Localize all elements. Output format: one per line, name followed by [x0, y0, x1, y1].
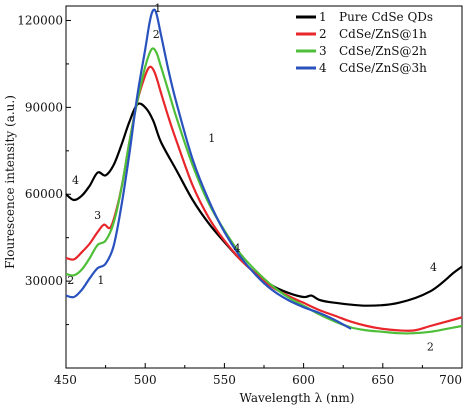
legend-label-2: CdSe/ZnS@1h [339, 27, 427, 41]
legend: 1 Pure CdSe QDs 2 CdSe/ZnS@1h 3 CdSe/ZnS@2h 4 C… [296, 10, 433, 75]
legend-marker-2: 2 [319, 27, 327, 41]
curve-number-label: 2 [427, 341, 434, 354]
curve-number-label: 4 [430, 261, 437, 274]
x-tick-label: 550 [213, 373, 236, 387]
x-tick-label: 600 [292, 373, 315, 387]
series-line-3 [66, 47, 462, 335]
legend-label-1: Pure CdSe QDs [339, 10, 433, 24]
series-layer [66, 8, 462, 335]
x-tick-label: 450 [54, 373, 77, 387]
legend-marker-3: 3 [319, 44, 327, 58]
y-tick-label: 60000 [25, 187, 63, 201]
y-axis-title: Flourescence intensity (a.u.) [3, 95, 17, 269]
y-tick-label: 90000 [25, 100, 63, 114]
series-line-4 [66, 8, 352, 330]
curve-number-label: 1 [154, 2, 161, 15]
curve-number-label: 1 [97, 274, 104, 287]
legend-marker-4: 4 [319, 61, 327, 75]
curve-number-label: 2 [67, 274, 74, 287]
curve-label-layer: 1 2 1 4 3 4 2 1 4 2 [67, 2, 437, 354]
y-tick-label: 120000 [17, 13, 63, 27]
legend-marker-1: 1 [319, 10, 327, 24]
y-tick-label: 30000 [25, 274, 63, 288]
legend-label-4: CdSe/ZnS@3h [339, 61, 427, 75]
series-line-2 [66, 65, 462, 332]
curve-number-label: 4 [234, 242, 241, 255]
curve-number-label: 4 [72, 174, 79, 187]
series-line-1 [66, 102, 462, 307]
x-axis-title: Wavelength λ (nm) [240, 391, 355, 405]
x-tick-label: 700 [439, 373, 462, 387]
legend-label-3: CdSe/ZnS@2h [339, 44, 427, 58]
curve-number-label: 2 [153, 28, 160, 41]
x-tick-label: 650 [371, 373, 394, 387]
axes: 450 500 550 600 650 700 30000 60000 90000 120000 [17, 5, 463, 387]
curve-number-label: 3 [94, 209, 101, 222]
x-tick-label: 500 [134, 373, 157, 387]
curve-number-label: 1 [208, 132, 215, 145]
